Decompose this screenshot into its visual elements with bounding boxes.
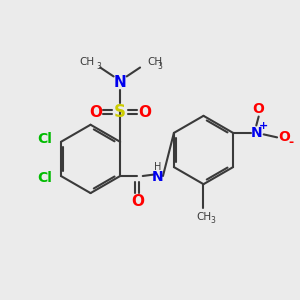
Text: 3: 3 — [96, 62, 101, 71]
Text: N: N — [152, 170, 164, 184]
Text: 3: 3 — [210, 216, 215, 225]
Text: O: O — [138, 105, 151, 120]
Text: Cl: Cl — [37, 171, 52, 185]
Text: CH: CH — [80, 58, 95, 68]
Text: N: N — [250, 126, 262, 140]
Text: O: O — [253, 102, 265, 116]
Text: -: - — [289, 136, 294, 149]
Text: 3: 3 — [157, 62, 162, 71]
Text: H: H — [154, 162, 161, 172]
Text: Cl: Cl — [37, 132, 52, 146]
Text: N: N — [114, 75, 127, 90]
Text: CH: CH — [147, 58, 162, 68]
Text: +: + — [259, 122, 268, 131]
Text: O: O — [89, 105, 102, 120]
Text: CH: CH — [196, 212, 211, 221]
Text: O: O — [131, 194, 144, 209]
Text: O: O — [279, 130, 290, 144]
Text: S: S — [114, 103, 126, 121]
